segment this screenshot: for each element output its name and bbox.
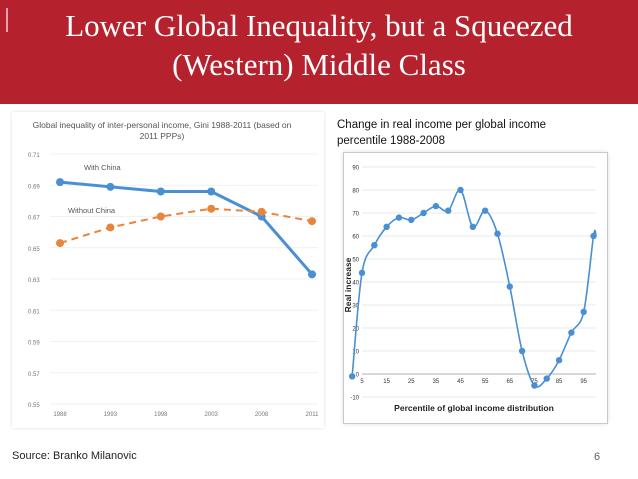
y-tick-label: -10 — [350, 396, 359, 402]
gini-chart-title-line-1: Global inequality of inter-personal inco… — [33, 120, 292, 130]
data-point — [106, 182, 115, 191]
data-point — [481, 207, 489, 214]
series-line-with-china — [59, 180, 314, 276]
income-chart-caption: Change in real income per global income … — [337, 117, 597, 149]
y-tick-label: 0.63 — [28, 278, 40, 284]
data-point — [445, 207, 452, 214]
page-number: 6 — [594, 451, 601, 463]
x-tick-label: 35 — [433, 379, 440, 385]
y-tick-label: 70 — [352, 212, 359, 218]
x-tick-label: 65 — [506, 379, 513, 385]
data-point — [207, 204, 216, 213]
caption-line-1: Change in real income per global income — [337, 119, 547, 131]
x-tick-label: 85 — [556, 379, 563, 385]
data-point — [308, 217, 316, 226]
data-point — [106, 223, 115, 232]
gini-chart-panel: Global inequality of inter-personal inco… — [12, 112, 324, 428]
income-growth-chart-box: 90 80 70 60 50 40 30 20 10 0 -10 5 15 25 35 45 55 65 75 85… — [343, 152, 608, 424]
x-axis-label: Percentile of global income distribution — [394, 403, 554, 413]
series-line-income-growth — [351, 189, 597, 388]
data-point — [257, 207, 266, 216]
x-tick-label: 45 — [457, 379, 464, 385]
y-tick-label: 0.65 — [28, 247, 40, 253]
x-tick-label: 2003 — [205, 412, 219, 418]
data-point — [580, 308, 587, 316]
data-point — [308, 270, 316, 279]
data-point — [207, 187, 216, 196]
data-point — [555, 357, 563, 364]
series-label-without-china: Without China — [68, 206, 116, 215]
data-point — [56, 239, 64, 248]
data-point — [457, 186, 464, 194]
x-tick-label: 1988 — [53, 412, 67, 418]
data-point — [432, 202, 440, 210]
y-tick-label: 0.71 — [28, 153, 40, 159]
series-label-with-china: With China — [84, 163, 122, 172]
y-tick-label: 0 — [356, 373, 360, 379]
x-tick-label: 2011 — [306, 412, 320, 418]
data-point — [371, 242, 378, 249]
data-point — [383, 223, 390, 230]
data-point — [156, 187, 165, 196]
data-point — [518, 347, 526, 355]
caption-line-2: percentile 1988-2008 — [337, 135, 446, 147]
y-tick-label: 0.57 — [28, 372, 40, 378]
x-tick-label: 5 — [360, 379, 364, 385]
y-tick-label: 10 — [352, 350, 359, 356]
x-tick-label: 25 — [408, 379, 415, 385]
y-tick-label: 0.67 — [28, 216, 40, 222]
y-tick-label: 0.61 — [28, 309, 40, 315]
data-point — [568, 329, 575, 336]
y-tick-label: 40 — [352, 281, 359, 287]
y-tick-label: 30 — [352, 304, 359, 310]
gini-chart: Global inequality of inter-personal inco… — [28, 120, 320, 418]
slide-title: Lower Global Inequality, but a Squeezed … — [0, 6, 638, 84]
data-point — [156, 212, 165, 221]
y-tick-label: 50 — [352, 258, 359, 264]
data-point — [358, 269, 366, 276]
x-tick-label: 2008 — [255, 412, 269, 418]
y-tick-label: 0.69 — [28, 184, 40, 190]
x-tick-label: 95 — [580, 379, 587, 385]
x-tick-label: 15 — [383, 379, 390, 385]
data-point — [531, 382, 538, 389]
y-axis-label: Real increase — [344, 257, 353, 312]
data-point — [420, 209, 427, 217]
x-tick-label: 1993 — [104, 412, 118, 418]
data-point — [395, 214, 403, 221]
y-tick-label: 60 — [352, 235, 359, 241]
x-tick-label: 55 — [482, 379, 489, 385]
title-banner — [0, 0, 638, 104]
title-line-1: Lower Global Inequality, but a Squeezed — [65, 8, 573, 43]
y-tick-label: 90 — [352, 166, 359, 172]
data-point — [590, 232, 597, 240]
banner-accent — [6, 8, 8, 32]
y-tick-label: 80 — [352, 189, 359, 195]
x-tick-label: 1998 — [154, 412, 168, 418]
y-tick-label: 0.55 — [28, 403, 40, 409]
gini-chart-title-line-2: 2011 PPPs) — [140, 131, 185, 141]
data-point — [543, 375, 550, 382]
data-point — [506, 283, 513, 290]
title-line-2: (Western) Middle Class — [172, 47, 466, 82]
data-point — [494, 230, 501, 237]
x-tick-label: 75 — [531, 379, 538, 385]
source-note: Source: Branko Milanovic — [12, 450, 137, 462]
data-point — [408, 216, 415, 224]
y-tick-label: 0.59 — [28, 341, 40, 347]
data-point — [469, 223, 477, 230]
data-point — [348, 373, 356, 380]
data-point — [56, 178, 64, 187]
